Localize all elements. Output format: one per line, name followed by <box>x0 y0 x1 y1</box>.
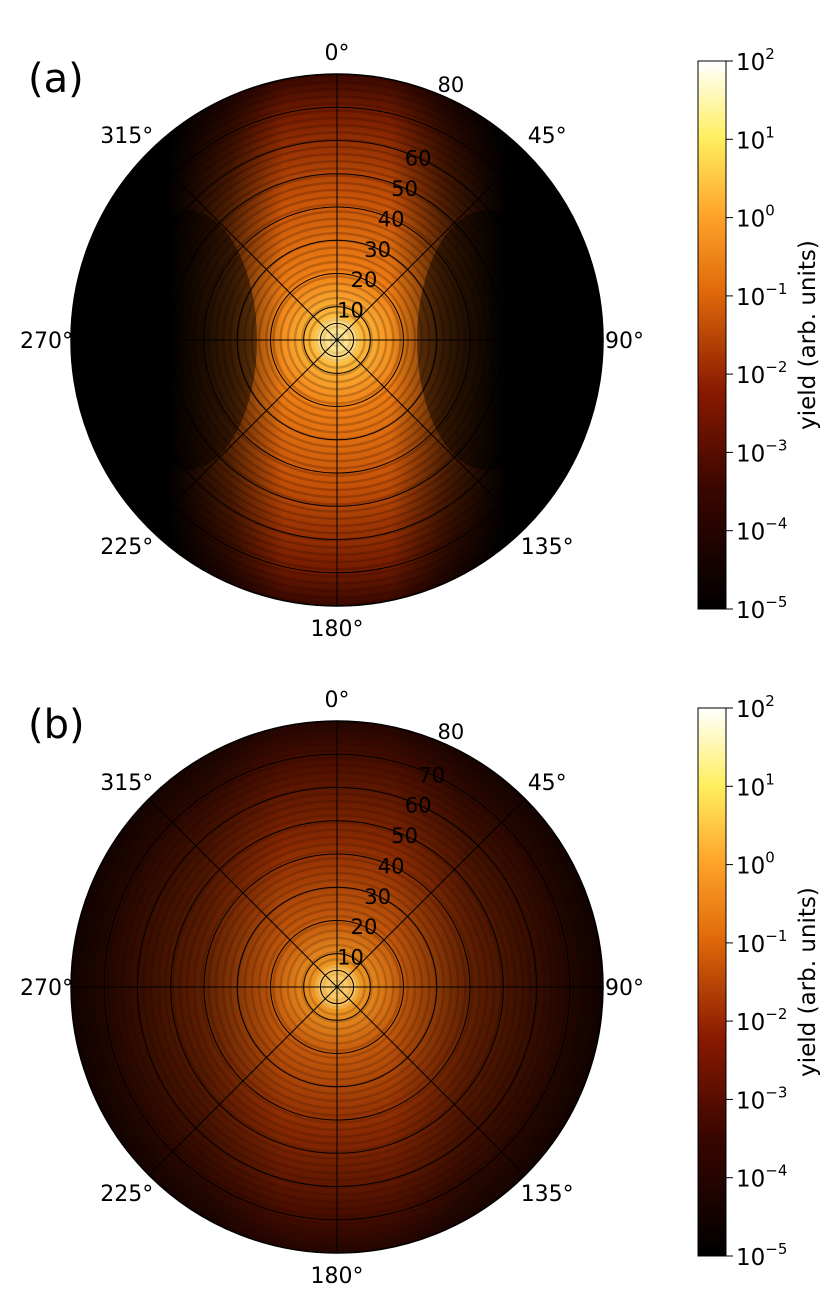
panel-a-colorbar-ticks: 102 101 100 10−1 10−2 10−3 10−4 10−5 <box>726 45 787 624</box>
panel-b-spoke <box>148 986 338 1176</box>
panel-b-colorbar-tick-label: 100 <box>736 849 775 880</box>
panel-a-colorbar-tick-label: 10−3 <box>736 436 787 467</box>
panel-b-radial-label: 70 <box>418 763 445 787</box>
panel-a-angle-label: 90° <box>605 329 644 354</box>
panel-a-radial-labels: 10 20 30 40 50 60 80 <box>337 73 464 322</box>
panel-b-angle-label: 225° <box>100 1182 153 1207</box>
panel-b-angle-label: 0° <box>325 688 350 713</box>
panel-a-colorbar-tick-label: 10−4 <box>736 515 787 546</box>
panel-b-angle-label: 90° <box>605 976 644 1001</box>
panel-b-label: (b) <box>28 702 85 748</box>
panel-b-radial-label: 20 <box>351 915 378 939</box>
panel-b-radial-labels: 10 20 30 40 50 60 70 80 <box>337 720 464 969</box>
panel-a-colorbar-tick-label: 101 <box>736 123 775 154</box>
panel-a-grid <box>71 74 603 606</box>
panel-a-radial-label: 60 <box>405 147 432 171</box>
panel-b-colorbar-tick-label: 10−3 <box>736 1083 787 1114</box>
panel-a: (a) 0° 45° 90° 135° 180° 225° 270° 315° 10 20 30 4… <box>20 41 821 642</box>
panel-a-spoke <box>148 339 338 529</box>
panel-b-angle-label: 180° <box>311 1264 364 1289</box>
panel-b-angular-labels: 0° 45° 90° 135° 180° 225° 270° 315° <box>20 688 644 1289</box>
panel-a-colorbar-tick-label: 10−2 <box>736 358 787 389</box>
panel-a-angle-label: 180° <box>311 617 364 642</box>
panel-a-radial-label: 80 <box>438 73 465 97</box>
panel-a-radial-label: 30 <box>364 238 391 262</box>
panel-a-radial-label: 10 <box>337 299 364 323</box>
panel-b-angle-label: 45° <box>528 771 567 796</box>
panel-b-radial-label: 50 <box>391 824 418 848</box>
panel-b-colorbar-tick-label: 101 <box>736 770 775 801</box>
panel-a-colorbar-tick-label: 10−1 <box>736 280 787 311</box>
panel-b-colorbar: 102 101 100 10−1 10−2 10−3 10−4 10−5 yield (arb… <box>697 692 821 1271</box>
panel-a-spoke <box>148 151 338 341</box>
panel-b-radial-label: 10 <box>337 946 364 970</box>
panel-a-spoke <box>336 339 526 529</box>
panel-a-angle-label: 45° <box>528 124 567 149</box>
panel-b-angle-label: 315° <box>100 771 153 796</box>
panel-b-colorbar-ticks: 102 101 100 10−1 10−2 10−3 10−4 10−5 <box>726 692 787 1271</box>
panel-b-spoke <box>148 798 338 988</box>
panel-a-outer-circle <box>70 73 604 607</box>
panel-a-colorbar-tick-label: 10−5 <box>736 593 787 624</box>
panel-a-colorbar-tick-label: 102 <box>736 45 775 76</box>
panel-a-label: (a) <box>28 56 84 102</box>
panel-a-radial-label: 40 <box>378 208 405 232</box>
panel-b-radial-label: 40 <box>378 855 405 879</box>
panel-a-angle-label: 135° <box>521 535 574 560</box>
panel-b-angle-label: 135° <box>521 1182 574 1207</box>
panel-b-spoke <box>336 798 526 988</box>
panel-a-angle-label: 270° <box>20 329 73 354</box>
panel-b-outer-circle <box>70 720 604 1254</box>
panel-b-colorbar-tick-label: 10−5 <box>736 1240 787 1271</box>
panel-a-angle-label: 0° <box>325 41 350 66</box>
panel-b-colorbar-tick-label: 102 <box>736 692 775 723</box>
panel-b-radial-label: 80 <box>438 720 465 744</box>
panel-b-colorbar-tick-label: 10−1 <box>736 927 787 958</box>
panel-a-colorbar-tick-label: 100 <box>736 202 775 233</box>
panel-a-spoke <box>336 151 526 341</box>
panel-b-grid <box>71 721 603 1253</box>
panel-b-angle-label: 270° <box>20 976 73 1001</box>
panel-a-colorbar-label: yield (arb. units) <box>795 240 821 430</box>
panel-a-colorbar-bar <box>697 60 727 610</box>
panel-b-radial-label: 30 <box>364 885 391 909</box>
panel-a-colorbar: 102 101 100 10−1 10−2 10−3 10−4 10−5 yield (arb… <box>697 45 821 624</box>
panel-a-angle-label: 225° <box>100 535 153 560</box>
panel-a-radial-label: 20 <box>351 268 378 292</box>
panel-b-colorbar-label: yield (arb. units) <box>795 887 821 1077</box>
panel-a-angle-label: 315° <box>100 124 153 149</box>
panel-a-radial-label: 50 <box>391 177 418 201</box>
panel-a-angular-labels: 0° 45° 90° 135° 180° 225° 270° 315° <box>20 41 644 642</box>
panel-b-colorbar-bar <box>697 707 727 1257</box>
panel-b-spoke <box>336 986 526 1176</box>
panel-b-colorbar-tick-label: 10−4 <box>736 1162 787 1193</box>
panel-b: (b) 0° 45° 90° 135° 180° 225° 270° 315° 10 20 30 4… <box>20 688 821 1289</box>
panel-b-colorbar-tick-label: 10−2 <box>736 1005 787 1036</box>
panel-b-radial-label: 60 <box>405 794 432 818</box>
